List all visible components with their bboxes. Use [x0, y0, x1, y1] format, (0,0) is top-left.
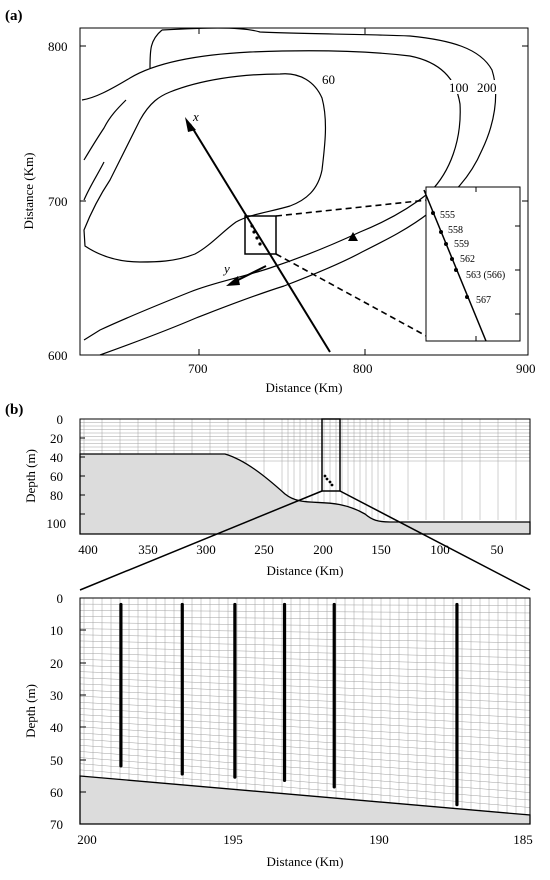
contour-100 [81, 50, 461, 341]
b-ytick-60: 60 [50, 469, 63, 484]
a-xtick-700: 700 [188, 361, 208, 376]
b-ytick-40: 40 [50, 450, 63, 465]
c-xtick-190: 190 [369, 832, 389, 847]
x-arrow-head [185, 117, 196, 132]
b-ytick-20: 20 [50, 431, 63, 446]
seabed-b [79, 453, 531, 535]
b-xtick-200: 200 [313, 542, 333, 557]
zoom-box-b [321, 418, 341, 492]
a-xtick-800: 800 [353, 361, 373, 376]
contour-label-60: 60 [322, 72, 335, 87]
b-ytick-0: 0 [57, 412, 64, 427]
a-xtick-900: 900 [516, 361, 536, 376]
c-ytick-10: 10 [50, 623, 63, 638]
panel-c-section: 0 10 20 30 40 50 60 70 200 195 190 185 D… [23, 591, 533, 869]
station-555: 555 [440, 210, 455, 221]
c-ytick-70: 70 [50, 817, 63, 832]
station-563: 563 (566) [466, 270, 505, 281]
b-xtick-350: 350 [138, 542, 158, 557]
c-ytick-0: 0 [57, 591, 64, 606]
zoom-box [244, 215, 277, 255]
b-xtick-50: 50 [491, 542, 504, 557]
panel-a-frame [79, 27, 529, 356]
station-562: 562 [460, 254, 475, 265]
b-xtick-150: 150 [371, 542, 391, 557]
b-xtick-100: 100 [430, 542, 450, 557]
axis-x-label: x [192, 109, 199, 124]
b-xtick-400: 400 [78, 542, 98, 557]
panel-a-map: 60 100 200 x y 555 558 559 562 563 (5 [21, 27, 536, 395]
axis-y-label: y [222, 261, 230, 276]
b-ylabel: Depth (m) [23, 449, 38, 503]
panel-a-label: (a) [5, 8, 23, 24]
contour-label-100: 100 [449, 80, 469, 95]
b-xtick-300: 300 [196, 542, 216, 557]
station-559: 559 [454, 239, 469, 250]
triangle-marker [348, 232, 358, 241]
a-ytick-600: 600 [48, 348, 68, 363]
station-567: 567 [476, 295, 491, 306]
panel-b-label: (b) [5, 402, 23, 418]
c-ytick-30: 30 [50, 688, 63, 703]
c-xtick-195: 195 [223, 832, 243, 847]
a-xlabel: Distance (Km) [266, 380, 343, 395]
c-ytick-20: 20 [50, 656, 63, 671]
a-ylabel: Distance (Km) [21, 153, 36, 230]
contour-200 [99, 28, 497, 355]
panel-b-section: 0 20 40 60 80 100 400 350 300 250 200 15… [23, 412, 531, 578]
c-xlabel: Distance (Km) [267, 854, 344, 869]
c-ytick-40: 40 [50, 720, 63, 735]
a-ytick-700: 700 [48, 194, 68, 209]
inset-box [425, 186, 521, 342]
b-ytick-80: 80 [50, 488, 63, 503]
c-ylabel: Depth (m) [23, 684, 38, 738]
b-ytick-100: 100 [47, 516, 67, 531]
contour-label-200: 200 [477, 80, 497, 95]
c-ytick-50: 50 [50, 753, 63, 768]
station-558: 558 [448, 225, 463, 236]
transect-line [189, 123, 331, 353]
contour-60 [83, 73, 327, 263]
c-xtick-200: 200 [77, 832, 97, 847]
seabed-c [79, 775, 531, 825]
c-ytick-60: 60 [50, 785, 63, 800]
a-ytick-800: 800 [48, 39, 68, 54]
b-xtick-250: 250 [254, 542, 274, 557]
b-xlabel: Distance (Km) [267, 563, 344, 578]
c-xtick-185: 185 [513, 832, 533, 847]
y-arrow-head [226, 276, 240, 286]
